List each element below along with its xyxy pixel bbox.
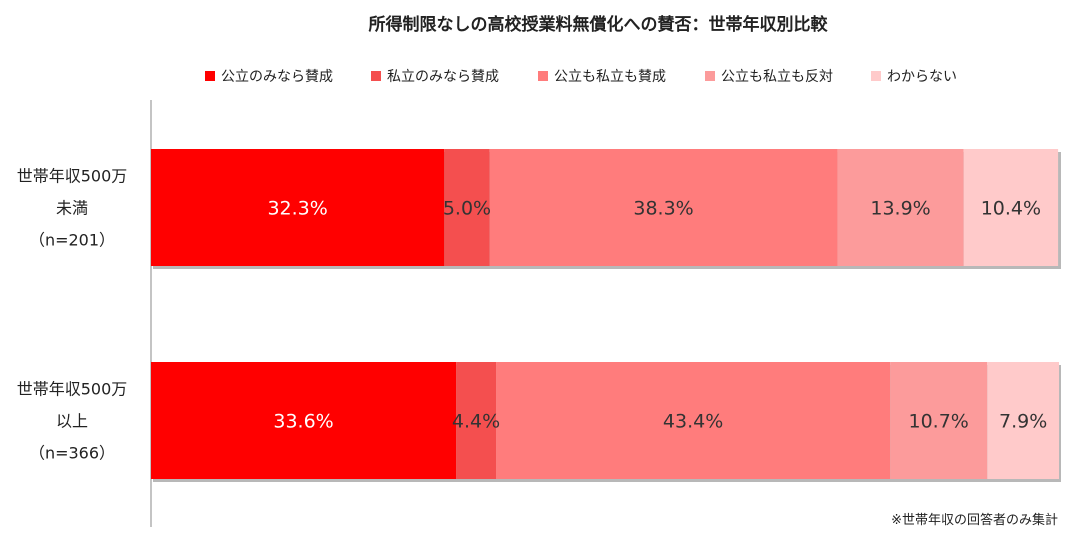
legend-swatch: [705, 71, 715, 81]
legend-label: 私立のみなら賛成: [387, 69, 499, 85]
data-label: 33.6%: [273, 411, 333, 433]
bar-segment: [151, 362, 457, 479]
category-label: 未満: [56, 199, 88, 218]
category-label: 世帯年収500万: [17, 167, 128, 186]
bar-segment: [890, 362, 988, 479]
data-label: 4.4%: [452, 411, 500, 433]
bar-segment: [456, 362, 497, 479]
legend-swatch: [871, 71, 881, 81]
category-label: 以上: [56, 412, 88, 431]
data-label: 10.7%: [909, 411, 969, 433]
data-label: 13.9%: [870, 198, 930, 220]
bar-segment: [963, 149, 1059, 266]
bar-segment: [151, 149, 445, 266]
data-label: 10.4%: [981, 198, 1041, 220]
bar-segment: [837, 149, 964, 266]
legend-swatch: [205, 71, 215, 81]
bars: 32.3% 5.0% 38.3% 13.9% 10.4% 33.6% 4.4% 43.4% 10…: [151, 149, 1061, 482]
chart-title: 所得制限なしの高校授業料無償化への賛否：世帯年収別比較: [369, 14, 829, 35]
bar-segment: [496, 362, 891, 479]
category-label: （n=201）: [29, 231, 115, 250]
data-label: 32.3%: [267, 198, 327, 220]
bar-segment: [489, 149, 838, 266]
legend-swatch: [538, 71, 548, 81]
data-label: 5.0%: [443, 198, 491, 220]
data-label: 7.9%: [999, 411, 1047, 433]
category-label: （n=366）: [29, 444, 115, 463]
legend-label: 公立も私立も賛成: [554, 69, 666, 85]
legend-label: 公立のみなら賛成: [221, 69, 333, 85]
data-label: 38.3%: [633, 198, 693, 220]
legend-label: わからない: [887, 69, 957, 85]
data-label: 43.4%: [663, 411, 723, 433]
bar-segment: [987, 362, 1059, 479]
footnote: ※世帯年収の回答者のみ集計: [891, 512, 1058, 528]
bar-segment: [444, 149, 490, 266]
legend: 公立のみなら賛成 私立のみなら賛成 公立も私立も賛成 公立も私立も反対 わからない: [205, 69, 957, 85]
legend-swatch: [371, 71, 381, 81]
legend-label: 公立も私立も反対: [721, 69, 833, 85]
category-label: 世帯年収500万: [17, 380, 128, 399]
